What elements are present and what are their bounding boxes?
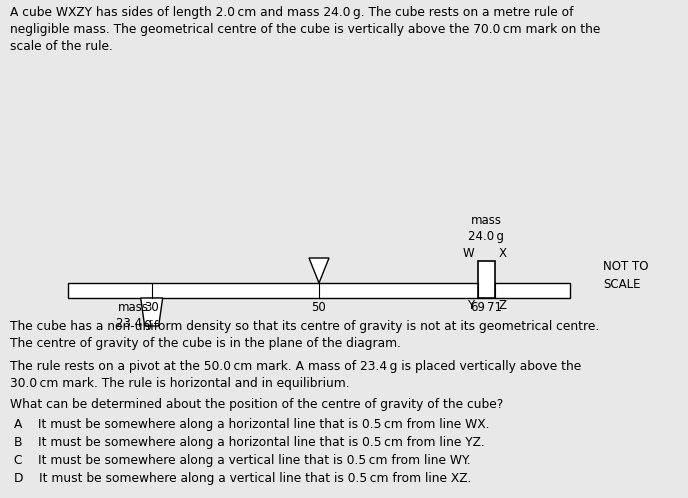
Text: Z: Z [499, 299, 506, 312]
Text: W: W [462, 247, 474, 260]
Text: mass
23.4 g: mass 23.4 g [116, 301, 151, 330]
Text: D    It must be somewhere along a vertical line that is 0.5 cm from line XZ.: D It must be somewhere along a vertical … [14, 472, 471, 485]
Text: The cube has a non-uniform density so that its centre of gravity is not at its g: The cube has a non-uniform density so th… [10, 320, 599, 350]
Text: 30: 30 [144, 301, 159, 314]
Text: 71: 71 [487, 301, 502, 314]
Text: mass
24.0 g: mass 24.0 g [469, 214, 504, 243]
Text: NOT TO
SCALE: NOT TO SCALE [603, 260, 649, 291]
Bar [478, 261, 495, 298]
Text: The rule rests on a pivot at the 50.0 cm mark. A mass of 23.4 g is placed vertic: The rule rests on a pivot at the 50.0 cm… [10, 360, 581, 390]
Bar [68, 283, 570, 298]
Text: 50: 50 [312, 301, 326, 314]
Text: B    It must be somewhere along a horizontal line that is 0.5 cm from line YZ.: B It must be somewhere along a horizonta… [14, 436, 485, 449]
Text: A cube WXZY has sides of length 2.0 cm and mass 24.0 g. The cube rests on a metr: A cube WXZY has sides of length 2.0 cm a… [10, 6, 601, 53]
Polygon shape [309, 258, 329, 283]
Text: A    It must be somewhere along a horizontal line that is 0.5 cm from line WX.: A It must be somewhere along a horizonta… [14, 418, 489, 431]
Polygon shape [140, 298, 162, 326]
Text: C    It must be somewhere along a vertical line that is 0.5 cm from line WY.: C It must be somewhere along a vertical … [14, 454, 471, 467]
Text: Y: Y [467, 299, 474, 312]
Text: What can be determined about the position of the centre of gravity of the cube?: What can be determined about the positio… [10, 398, 503, 411]
Text: 69: 69 [471, 301, 486, 314]
Text: X: X [499, 247, 506, 260]
